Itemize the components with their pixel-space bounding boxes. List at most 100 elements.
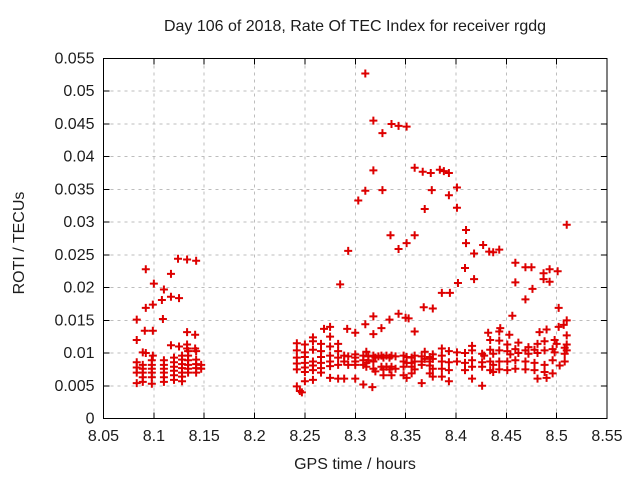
data-point-marker <box>545 277 554 286</box>
data-point-marker <box>385 315 394 324</box>
data-point-marker <box>419 303 428 312</box>
data-point-marker <box>461 349 470 358</box>
data-point-marker <box>354 196 363 205</box>
data-point-marker <box>132 315 141 324</box>
data-point-marker <box>149 279 158 288</box>
data-point-marker <box>540 360 549 369</box>
data-point-marker <box>320 324 329 333</box>
data-point-marker <box>489 360 498 369</box>
y-tick-label: 0.035 <box>54 181 94 198</box>
data-point-marker <box>437 364 446 373</box>
data-point-marker <box>132 335 141 344</box>
data-point-marker <box>387 371 396 380</box>
x-tick-label: 8.2 <box>243 428 265 445</box>
data-point-marker <box>191 330 200 339</box>
data-point-marker <box>297 388 306 397</box>
data-point-marker <box>138 377 147 386</box>
data-point-marker <box>292 365 301 374</box>
data-point-marker <box>344 360 353 369</box>
data-point-marker <box>417 379 426 388</box>
data-point-marker <box>166 269 175 278</box>
data-point-marker <box>530 366 539 375</box>
data-point-marker <box>351 374 360 383</box>
data-point-marker <box>505 330 514 339</box>
data-point-marker <box>545 265 554 274</box>
data-point-marker <box>484 328 493 337</box>
data-point-marker <box>192 347 201 356</box>
data-point-marker <box>417 360 426 369</box>
data-point-marker <box>159 377 168 386</box>
data-point-marker <box>489 248 498 257</box>
data-point-marker <box>506 350 515 359</box>
data-point-marker <box>508 311 517 320</box>
data-point-marker <box>362 347 371 356</box>
data-point-marker <box>148 300 157 309</box>
data-point-marker <box>169 375 178 384</box>
data-point-marker <box>524 349 533 358</box>
data-point-marker <box>326 342 335 351</box>
data-point-marker <box>418 167 427 176</box>
data-point-marker <box>420 205 429 214</box>
data-point-marker <box>559 320 568 329</box>
data-point-marker <box>175 294 184 303</box>
data-point-marker <box>344 352 353 361</box>
data-point-marker <box>437 344 446 353</box>
x-tick-label: 8.25 <box>289 428 320 445</box>
data-points <box>132 69 571 397</box>
data-point-marker <box>192 368 201 377</box>
data-point-marker <box>428 372 437 381</box>
data-point-marker <box>292 339 301 348</box>
plot-border <box>103 58 608 419</box>
data-point-marker <box>166 341 175 350</box>
data-point-marker <box>495 327 504 336</box>
data-point-marker <box>402 122 411 131</box>
data-point-marker <box>178 377 187 386</box>
data-point-marker <box>359 380 368 389</box>
data-point-marker <box>148 326 157 335</box>
data-point-marker <box>444 366 453 375</box>
data-point-marker <box>141 265 150 274</box>
data-point-marker <box>428 354 437 363</box>
data-point-marker <box>326 373 335 382</box>
y-tick-label: 0.02 <box>63 280 94 297</box>
x-tick-label: 8.05 <box>88 428 119 445</box>
data-point-marker <box>461 358 470 367</box>
data-point-marker <box>486 335 495 344</box>
data-point-marker <box>344 246 353 255</box>
data-point-marker <box>495 245 504 254</box>
data-point-marker <box>548 356 557 365</box>
data-point-marker <box>141 303 150 312</box>
data-point-marker <box>453 279 462 288</box>
data-point-marker <box>308 337 317 346</box>
y-tick-label: 0.015 <box>54 312 94 329</box>
data-point-marker <box>420 354 429 363</box>
data-point-marker <box>369 166 378 175</box>
x-axis-label: GPS time / hours <box>294 456 416 473</box>
data-point-marker <box>371 367 380 376</box>
data-point-marker <box>540 337 549 346</box>
data-point-marker <box>402 239 411 248</box>
data-point-marker <box>445 288 454 297</box>
x-tick-label: 8.15 <box>189 428 220 445</box>
data-point-marker <box>334 339 343 348</box>
data-point-marker <box>394 121 403 130</box>
y-tick-label: 0.03 <box>63 214 94 231</box>
data-point-marker <box>495 357 504 366</box>
data-point-marker <box>426 169 435 178</box>
data-point-marker <box>387 362 396 371</box>
data-point-marker <box>141 349 150 358</box>
data-point-marker <box>468 374 477 383</box>
data-point-marker <box>521 365 530 374</box>
data-point-marker <box>495 365 504 374</box>
x-tick-label: 8.45 <box>491 428 522 445</box>
data-point-marker <box>334 353 343 362</box>
data-point-marker <box>148 351 157 360</box>
data-point-marker <box>175 342 184 351</box>
data-point-marker <box>410 163 419 172</box>
data-point-marker <box>404 314 413 323</box>
data-point-marker <box>444 377 453 386</box>
data-point-marker <box>369 312 378 321</box>
data-point-marker <box>528 284 537 293</box>
data-point-marker <box>503 366 512 375</box>
